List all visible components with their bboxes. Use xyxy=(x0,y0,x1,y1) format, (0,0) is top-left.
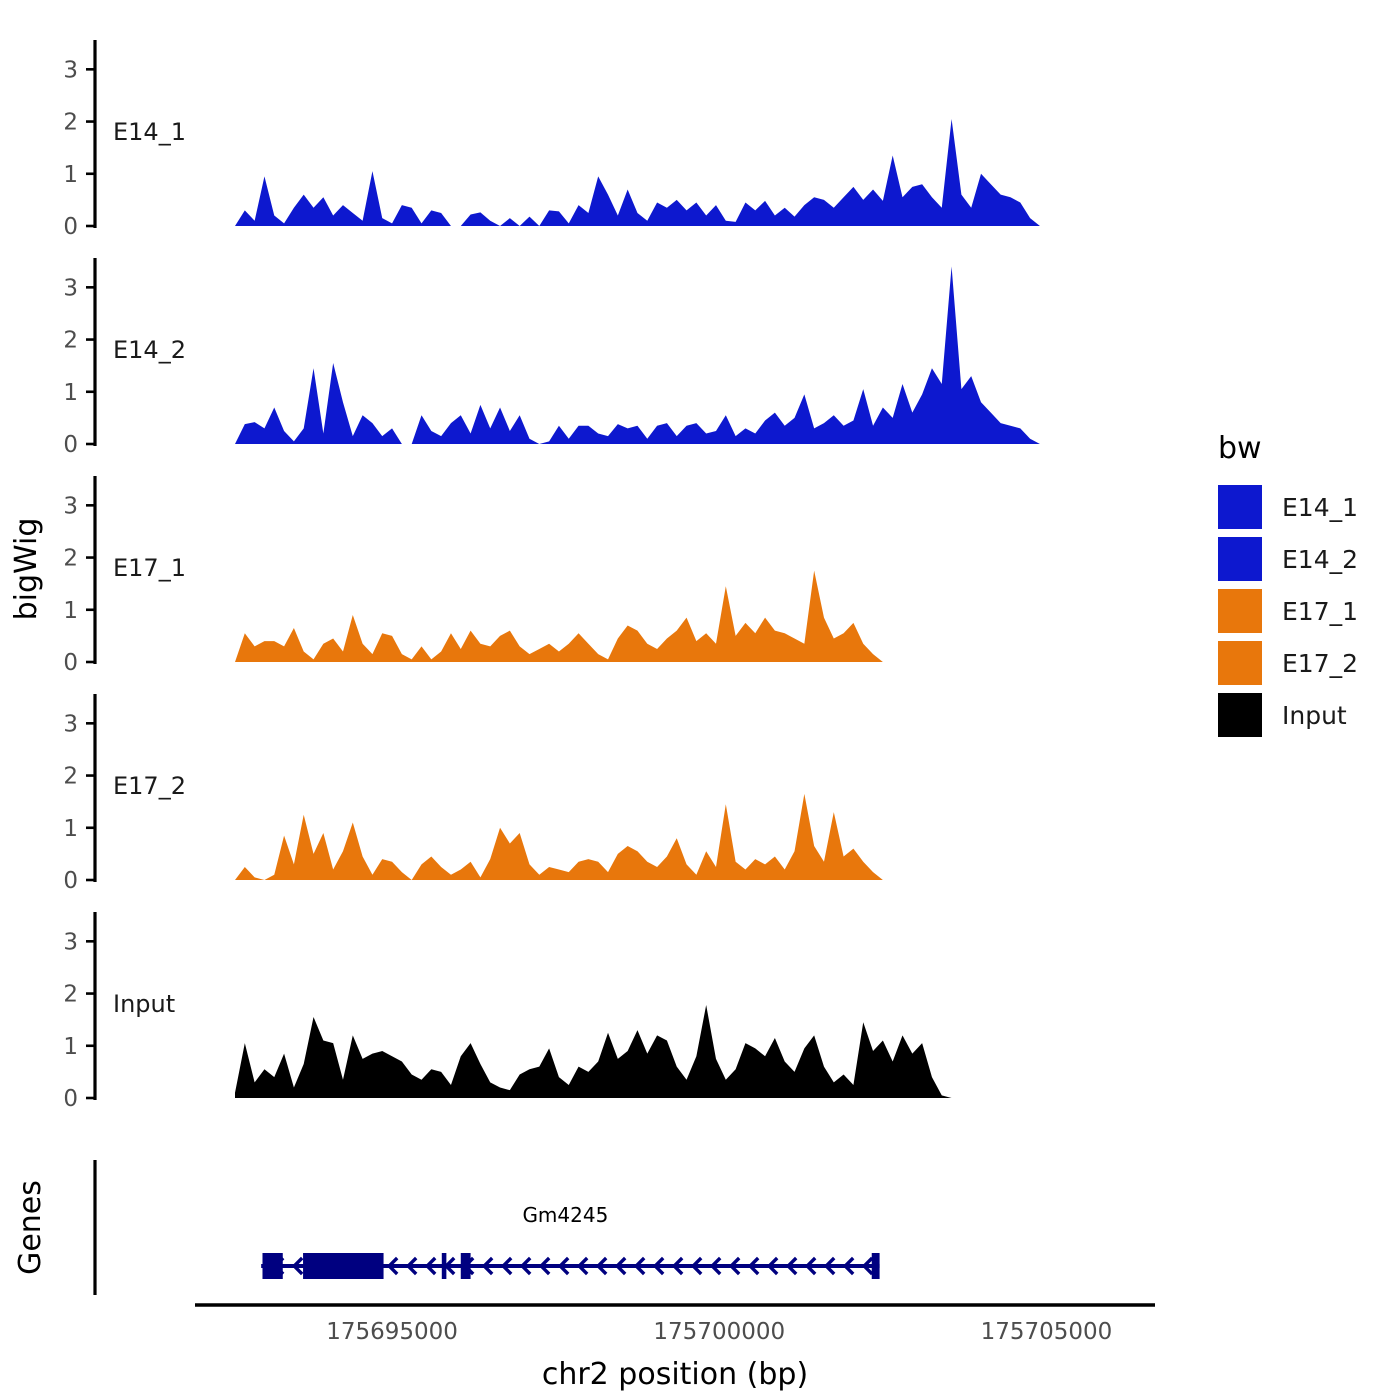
track-panel-E14_2: 0 1 2 3 E14_2 0 1 2 3 E17_1 0 1 2 3 E17_2 0 1 2 3 Input xyxy=(63,258,1119,1112)
signal-area-E14_1 xyxy=(235,118,1119,226)
genes-axis-title: Genes xyxy=(13,1180,48,1275)
gene-strand-arrow xyxy=(747,1256,760,1276)
gene-strand-arrow xyxy=(823,1256,836,1276)
track-panel-Input: 0 1 2 3 Input xyxy=(63,912,1119,1112)
y-tick-label: 1 xyxy=(63,598,78,624)
genes-panel: Genes Gm4245 xyxy=(13,1160,880,1295)
x-tick-label: 175695000 xyxy=(326,1319,458,1345)
legend-label-Input: Input xyxy=(1282,701,1347,730)
y-tick-label: 0 xyxy=(63,214,78,240)
legend-swatch-E17_2[interactable] xyxy=(1218,641,1262,685)
gene-exon-5[interactable] xyxy=(871,1253,880,1279)
y-tick-label: 3 xyxy=(63,493,78,519)
gene-strand-arrow xyxy=(842,1256,855,1276)
signal-area-E17_2 xyxy=(235,793,1119,880)
legend-label-E14_1: E14_1 xyxy=(1282,493,1358,522)
track-panel-E17_1: 0 1 2 3 E17_1 0 1 2 3 E17_2 0 1 2 3 Input xyxy=(63,476,1119,1112)
legend-swatch-Input[interactable] xyxy=(1218,693,1262,737)
track-label-E14_1: E14_1 xyxy=(113,118,186,146)
track-label-E17_1: E17_1 xyxy=(113,554,186,582)
y-tick-label: 3 xyxy=(63,275,78,301)
gene-exon-3[interactable] xyxy=(441,1253,447,1279)
legend-label-E17_2: E17_2 xyxy=(1282,649,1358,678)
track-panel-E14_1: 0 1 2 3 E14_1 0 1 2 3 E14_2 0 1 2 3 E17_1 0 1 2 3 E17_2 0 1 2 3… xyxy=(63,40,1119,1112)
x-axis-title: chr2 position (bp) xyxy=(542,1357,808,1392)
y-tick-label: 3 xyxy=(63,711,78,737)
track-panel-E17_2: 0 1 2 3 E17_2 0 1 2 3 Input xyxy=(63,694,1119,1112)
legend-swatch-E14_2[interactable] xyxy=(1218,537,1262,581)
x-axis: 175695000 175700000 175705000 chr2 position… xyxy=(195,1303,1155,1392)
y-tick-label: 1 xyxy=(63,380,78,406)
gene-strand-arrow xyxy=(614,1256,627,1276)
gene-strand-arrow xyxy=(690,1256,703,1276)
y-tick-label: 0 xyxy=(63,1086,78,1112)
x-tick-label: 175700000 xyxy=(653,1319,785,1345)
gene-strand-arrow xyxy=(766,1256,779,1276)
legend-label-E14_2: E14_2 xyxy=(1282,545,1358,574)
gene-name-label: Gm4245 xyxy=(522,1203,608,1227)
gene-strand-arrow xyxy=(519,1256,532,1276)
signal-area-E14_2 xyxy=(235,266,1119,444)
gene-strand-arrow xyxy=(804,1256,817,1276)
y-tick-label: 3 xyxy=(63,929,78,955)
gene-strand-arrow xyxy=(386,1256,399,1276)
y-tick-label: 1 xyxy=(63,162,78,188)
legend-title: bw xyxy=(1218,431,1262,466)
y-tick-label: 2 xyxy=(63,110,78,136)
signal-area-E17_1 xyxy=(235,570,1119,662)
y-tick-label: 0 xyxy=(63,650,78,676)
legend-swatch-E14_1[interactable] xyxy=(1218,485,1262,529)
y-tick-label: 1 xyxy=(63,1034,78,1060)
y-axis-title: bigWig xyxy=(9,518,44,621)
gene-strand-arrow xyxy=(424,1256,437,1276)
gene-strand-arrow xyxy=(633,1256,646,1276)
gene-strand-arrow xyxy=(728,1256,741,1276)
y-tick-label: 0 xyxy=(63,868,78,894)
track-label-E17_2: E17_2 xyxy=(113,772,186,800)
gene-strand-arrow xyxy=(557,1256,570,1276)
y-tick-label: 2 xyxy=(63,328,78,354)
gene-strand-arrow xyxy=(861,1256,874,1276)
gene-strand-arrow xyxy=(291,1256,304,1276)
gene-strand-arrow xyxy=(671,1256,684,1276)
gene-exon-1[interactable] xyxy=(262,1253,283,1279)
gene-strand-arrow xyxy=(709,1256,722,1276)
y-tick-label: 2 xyxy=(63,546,78,572)
gene-strand-arrow xyxy=(595,1256,608,1276)
gene-strand-arrow xyxy=(576,1256,589,1276)
y-tick-label: 1 xyxy=(63,816,78,842)
gene-strand-arrow xyxy=(481,1256,494,1276)
track-label-Input: Input xyxy=(113,990,175,1018)
legend-label-E17_1: E17_1 xyxy=(1282,597,1358,626)
signal-area-Input xyxy=(235,1005,1119,1098)
gene-strand-arrow xyxy=(652,1256,665,1276)
y-tick-label: 0 xyxy=(63,432,78,458)
track-label-E14_2: E14_2 xyxy=(113,336,186,364)
legend: bw E14_1 E14_2 E17_1 E17_2 Input xyxy=(1218,431,1358,737)
gene-strand-arrow xyxy=(785,1256,798,1276)
legend-swatch-E17_1[interactable] xyxy=(1218,589,1262,633)
gene-strand-arrow xyxy=(500,1256,513,1276)
gene-strand-arrow xyxy=(405,1256,418,1276)
gene-exon-4[interactable] xyxy=(460,1253,471,1279)
y-tick-label: 2 xyxy=(63,982,78,1008)
gene-exon-2[interactable] xyxy=(303,1253,384,1279)
x-tick-label: 175705000 xyxy=(981,1319,1113,1345)
gene-strand-arrow xyxy=(538,1256,551,1276)
y-tick-label: 2 xyxy=(63,764,78,790)
y-tick-label: 3 xyxy=(63,57,78,83)
